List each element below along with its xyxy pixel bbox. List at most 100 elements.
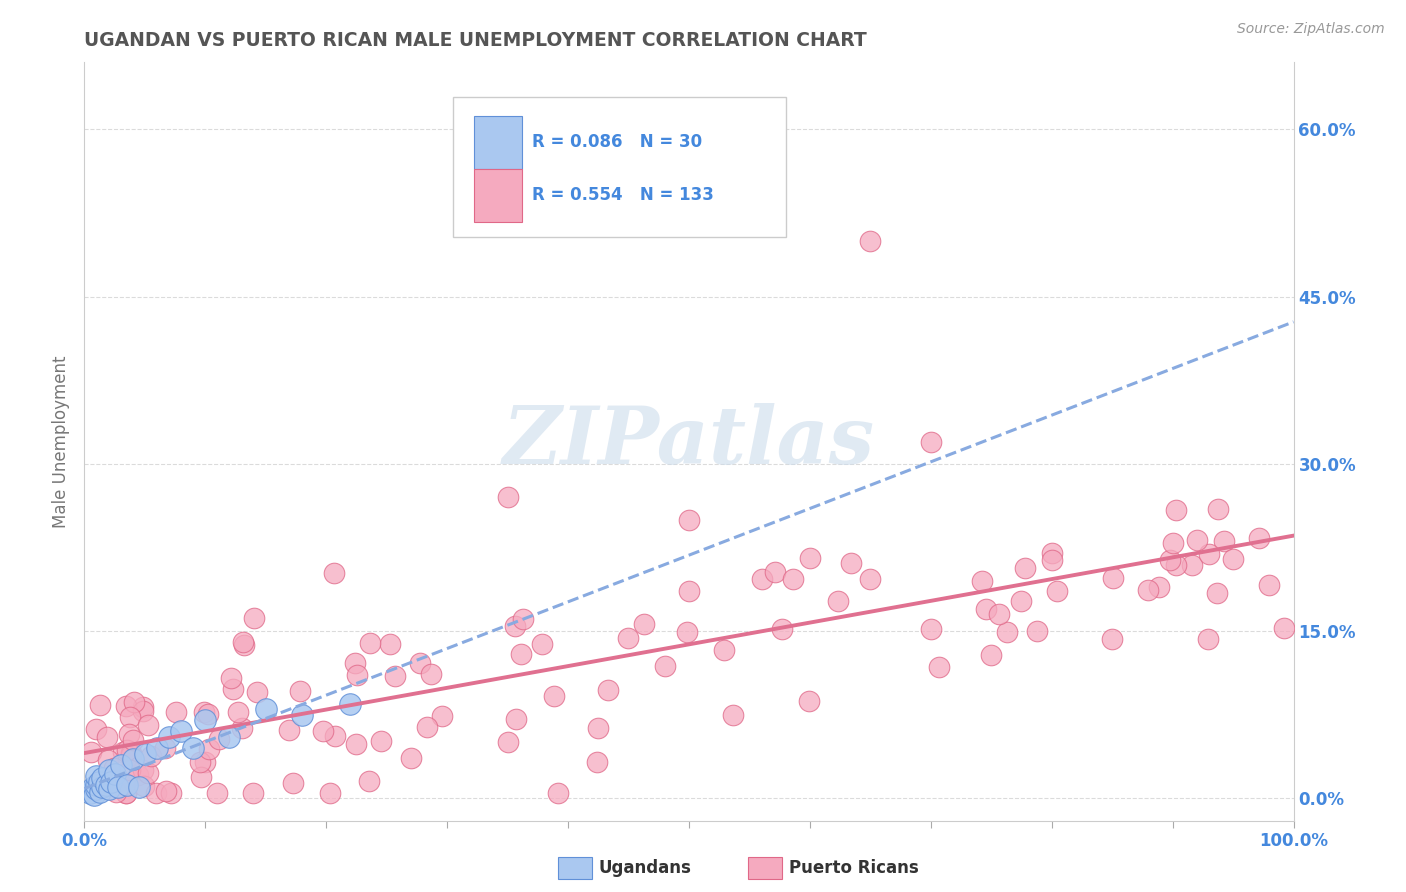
Point: [120, 763, 142, 777]
Point: [157, 730, 180, 744]
Point: [120, 746, 142, 760]
Point: [97, 764, 120, 778]
Text: Ugandans: Ugandans: [599, 859, 692, 877]
Point: [243, 611, 266, 625]
Point: [1137, 583, 1160, 598]
Point: [134, 747, 156, 761]
Point: [323, 566, 346, 580]
Point: [1101, 632, 1123, 646]
Point: [118, 727, 141, 741]
Point: [1010, 594, 1032, 608]
Point: [80, 745, 103, 759]
Y-axis label: Male Unemployment: Male Unemployment: [52, 355, 70, 528]
Point: [193, 705, 215, 719]
Point: [370, 733, 392, 747]
Point: [103, 761, 125, 775]
Point: [83, 788, 105, 802]
Point: [1208, 502, 1230, 516]
Point: [1164, 558, 1187, 572]
Point: [496, 735, 519, 749]
Point: [1205, 586, 1227, 600]
Point: [782, 572, 804, 586]
Text: R = 0.086   N = 30: R = 0.086 N = 30: [531, 133, 702, 151]
Point: [416, 721, 439, 735]
Point: [420, 667, 443, 681]
Point: [115, 786, 138, 800]
Point: [633, 617, 655, 632]
Point: [118, 710, 141, 724]
Point: [122, 733, 145, 747]
Point: [288, 684, 311, 698]
Point: [194, 714, 217, 728]
Point: [91, 771, 114, 786]
Point: [799, 551, 821, 566]
Point: [312, 724, 335, 739]
Point: [928, 660, 950, 674]
Point: [218, 730, 240, 744]
Point: [124, 695, 146, 709]
Point: [100, 774, 122, 789]
Point: [920, 622, 942, 636]
Point: [547, 786, 569, 800]
FancyBboxPatch shape: [474, 116, 522, 169]
Point: [505, 619, 527, 633]
Point: [190, 755, 212, 769]
Point: [127, 768, 149, 782]
Point: [115, 699, 138, 714]
Point: [94, 778, 117, 792]
Point: [432, 709, 454, 723]
Point: [988, 607, 1011, 621]
Point: [153, 740, 176, 755]
Point: [222, 681, 245, 696]
Point: [496, 491, 519, 505]
Point: [617, 631, 640, 645]
Point: [970, 574, 993, 588]
Point: [384, 669, 406, 683]
Point: [1166, 503, 1188, 517]
Point: [86, 778, 108, 792]
Point: [281, 776, 304, 790]
Point: [198, 742, 221, 756]
Point: [97, 782, 120, 797]
Point: [86, 782, 108, 797]
Point: [170, 724, 193, 739]
Point: [197, 706, 219, 721]
Point: [205, 786, 228, 800]
Point: [399, 750, 422, 764]
Point: [859, 573, 882, 587]
Point: [146, 741, 169, 756]
Point: [111, 745, 134, 759]
Point: [134, 779, 156, 793]
Point: [1185, 533, 1208, 547]
Text: Source: ZipAtlas.com: Source: ZipAtlas.com: [1237, 22, 1385, 37]
Point: [770, 622, 793, 636]
Point: [343, 656, 366, 670]
Point: [1197, 632, 1219, 647]
Point: [827, 594, 849, 608]
Point: [1181, 558, 1204, 573]
Point: [1101, 571, 1123, 585]
Point: [128, 780, 150, 795]
Point: [79, 786, 101, 800]
Point: [359, 636, 381, 650]
Point: [91, 780, 114, 795]
Point: [132, 700, 155, 714]
Point: [246, 684, 269, 698]
Point: [751, 572, 773, 586]
Point: [89, 785, 111, 799]
FancyBboxPatch shape: [453, 96, 786, 236]
Point: [675, 624, 697, 639]
Point: [585, 756, 607, 770]
Point: [859, 234, 882, 248]
Point: [114, 777, 136, 791]
Point: [232, 635, 254, 649]
Point: [543, 689, 565, 703]
Point: [1212, 533, 1234, 548]
Point: [254, 702, 277, 716]
Point: [136, 717, 159, 731]
Point: [145, 786, 167, 800]
Point: [1258, 577, 1281, 591]
Point: [408, 656, 430, 670]
Point: [97, 753, 120, 767]
Point: [357, 774, 380, 789]
